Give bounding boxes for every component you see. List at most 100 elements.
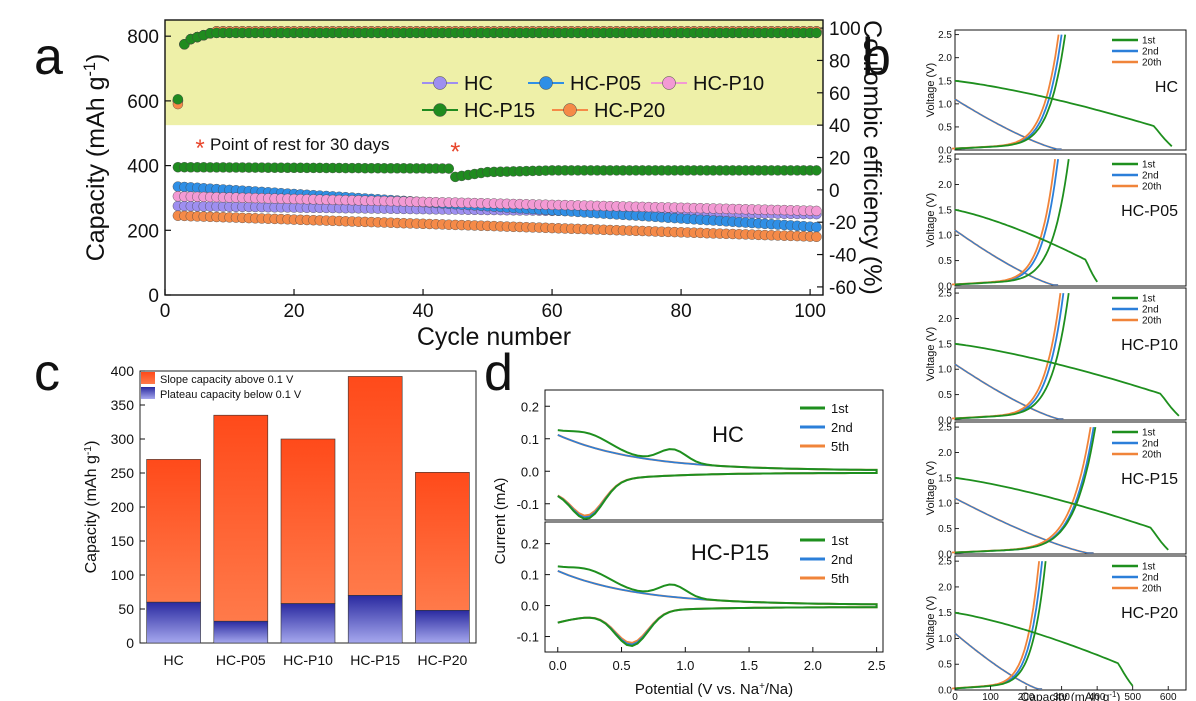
y-tick-label-b: 1.0 — [938, 231, 952, 242]
charge-2nd-hc-p15 — [954, 426, 1095, 554]
y-tick-label-d: -0.1 — [517, 497, 539, 512]
y-tick-label-b: 2.0 — [938, 314, 952, 325]
plot-b-frame — [954, 29, 1187, 151]
y-tick-label-d: 0.2 — [521, 537, 539, 552]
discharge-1st-hc — [954, 79, 1173, 147]
x-tick-label-a: 100 — [794, 301, 826, 322]
legend-label-b: 1st — [1142, 428, 1156, 439]
x-tick-label-d: 2.0 — [804, 658, 822, 673]
y-tick-label-b: 2.0 — [938, 53, 952, 64]
x-tick-label-d: 2.5 — [868, 658, 886, 673]
x-tick-label-d: 0.5 — [612, 658, 630, 673]
y-axis-label-d: Current (mA) — [492, 478, 509, 565]
y-tick-label-d: 0.0 — [521, 599, 539, 614]
y2-tick-label-a: 40 — [829, 116, 850, 137]
x-tick-label-a: 40 — [412, 301, 433, 322]
x-tick-label-d: 1.5 — [740, 658, 758, 673]
legend-marker-a — [539, 76, 553, 90]
x-tick-label-b: 200 — [1018, 692, 1035, 701]
y-tick-label-b: 1.5 — [938, 608, 952, 619]
legend-label-a: HC-P05 — [570, 73, 641, 95]
bar-slope-hc — [146, 459, 201, 603]
y2-axis-label-a: Coulombic efficiency (%) — [858, 20, 886, 295]
capacity-point-hc-p10 — [811, 205, 822, 217]
legend-label-b: 2nd — [1142, 47, 1159, 58]
y-tick-label-a: 200 — [127, 221, 159, 242]
panel-b-name-hc-p20: HC-P20 — [1121, 605, 1178, 622]
charge-2nd-hc-p10 — [954, 292, 1065, 420]
y-tick-label-b: 1.5 — [938, 473, 952, 484]
ce-markers — [172, 26, 822, 110]
y-tick-label-b: 0.5 — [938, 122, 952, 133]
charge-2nd-hc-p05 — [954, 158, 1059, 286]
x-tick-label-b: 600 — [1160, 692, 1177, 701]
x-tick-label-c: HC-P10 — [283, 652, 333, 668]
y-tick-label-a: 800 — [127, 27, 159, 48]
bar-plateau-hc-p05 — [213, 620, 269, 644]
legend-label-a: HC — [464, 73, 493, 95]
bar-plateau-hc-p20 — [415, 610, 470, 644]
x-tick-label-c: HC — [163, 652, 183, 668]
y-tick-label-d: 0.1 — [521, 568, 539, 583]
legend-label-b: 2nd — [1142, 305, 1159, 316]
charge-1st-hc — [954, 34, 1067, 150]
y-tick-label-c: 300 — [111, 431, 135, 447]
y-tick-label-a: 600 — [127, 92, 159, 113]
y-tick-label-b: 0.5 — [938, 390, 952, 401]
charge-1st-hc-p20 — [954, 561, 1047, 690]
cv-2nd-hc — [557, 434, 878, 519]
y-tick-label-b: 2.5 — [938, 557, 952, 568]
y-tick-label-b: 2.0 — [938, 582, 952, 593]
x-tick-label-b: 500 — [1124, 692, 1141, 701]
y-tick-label-b: 1.5 — [938, 205, 952, 216]
y-tick-label-c: 250 — [111, 465, 135, 481]
y2-tick-label-a: 0 — [829, 181, 840, 202]
discharge-2nd-hc-p05 — [954, 229, 1059, 286]
legend-label-d: 1st — [831, 533, 849, 548]
y-axis-label-a: Capacity (mAh g-1) — [81, 54, 110, 262]
x-tick-label-d: 1.0 — [676, 658, 694, 673]
discharge-20th-hc-p15 — [954, 497, 1094, 554]
x-tick-label-a: 60 — [541, 301, 562, 322]
y-tick-label-c: 350 — [111, 397, 135, 413]
panel-label-b: b — [862, 28, 891, 86]
plot-b-frame — [954, 287, 1187, 421]
plot-b-frame — [954, 421, 1187, 555]
x-tick-label-b: 0 — [952, 692, 958, 701]
y-tick-label-c: 0 — [126, 635, 134, 651]
y2-tick-label-a: 80 — [829, 51, 850, 72]
x-tick-label-c: HC-P05 — [216, 652, 266, 668]
plot-b-frame — [954, 555, 1187, 691]
cv-5th-hc — [557, 433, 878, 517]
bar-slope-hc-p20 — [415, 472, 470, 611]
y-tick-label-b: 1.0 — [938, 634, 952, 645]
panel-b-name-hc-p15: HC-P15 — [1121, 471, 1178, 488]
charge-1st-hc-p10 — [954, 292, 1070, 420]
x-axis-label-b: Capacity (mAh g-1) — [1021, 690, 1121, 701]
panel-b-name-hc-p10: HC-P10 — [1121, 337, 1178, 354]
y-tick-label-c: 150 — [111, 533, 135, 549]
legend-label-b: 20th — [1142, 316, 1161, 327]
y-tick-label-b: 1.5 — [938, 76, 952, 87]
y2-tick-label-a: 60 — [829, 84, 850, 105]
bar-slope-hc-p15 — [347, 376, 403, 596]
legend-label-b: 20th — [1142, 450, 1161, 461]
y-tick-label-c: 100 — [111, 567, 135, 583]
y-axis-label-b: Voltage (V) — [925, 63, 937, 117]
legend-label-b: 1st — [1142, 562, 1156, 573]
discharge-1st-hc-p15 — [954, 476, 1169, 551]
legend-label-b: 20th — [1142, 584, 1161, 595]
y2-tick-label-a: -40 — [829, 246, 856, 267]
cv-1st-hc — [557, 429, 878, 520]
bar-plateau-hc-p10 — [280, 603, 336, 644]
legend-label-b: 2nd — [1142, 171, 1159, 182]
bar-slope-hc-p05 — [213, 414, 269, 622]
legend-label-a: HC-P15 — [464, 100, 535, 122]
charge-1st-hc-p15 — [954, 426, 1097, 554]
legend-label-b: 20th — [1142, 58, 1161, 69]
y2-tick-label-a: -60 — [829, 278, 856, 299]
y-tick-label-b: 1.5 — [938, 339, 952, 350]
discharge-2nd-hc-p20 — [954, 632, 1043, 690]
y-tick-label-d: 0.1 — [521, 432, 539, 447]
